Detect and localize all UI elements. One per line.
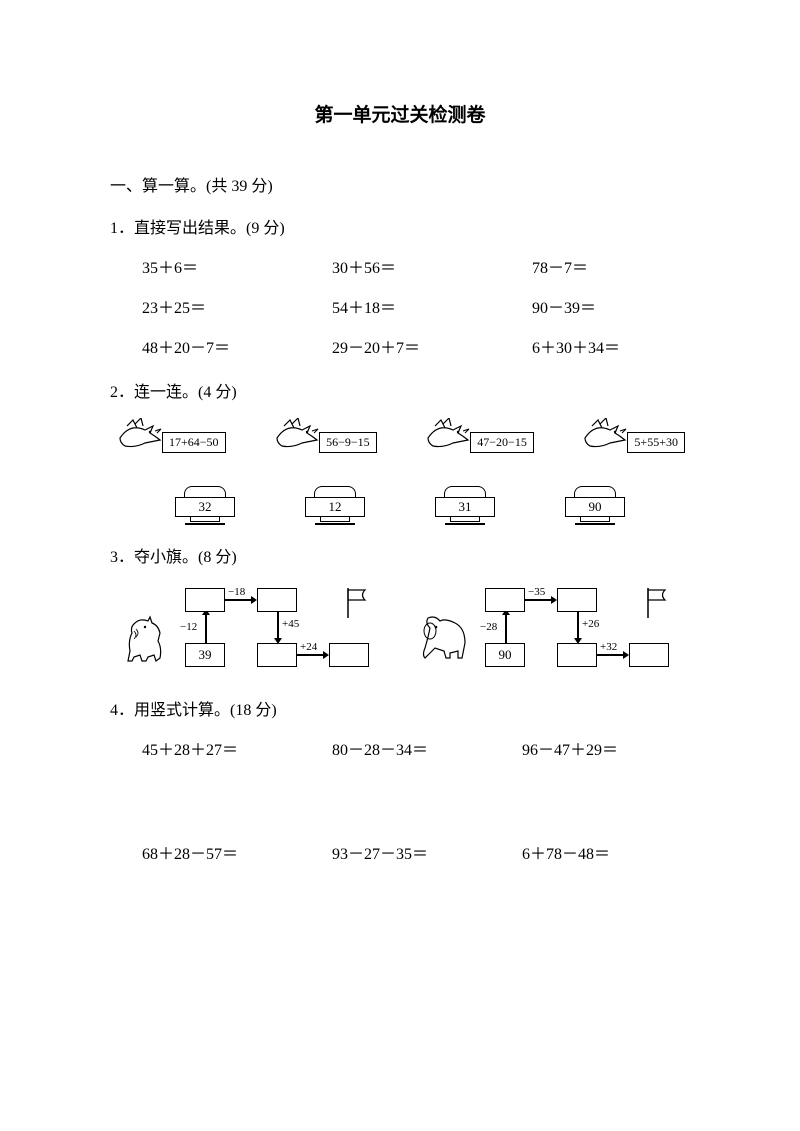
flag-puzzle-left: 39 −12 −18 +45 +24 [120, 583, 380, 678]
birds-row: 17+64−50 56−9−15 47−20−15 5+55+30 [115, 418, 685, 456]
bird-icon [115, 418, 165, 456]
equation: 78－7＝ [532, 254, 690, 278]
target-item: 90 [565, 486, 625, 525]
start-box: 90 [485, 643, 525, 667]
equation: 45＋28＋27＝ [142, 736, 332, 760]
flag-puzzle-right: 90 −28 −35 +26 +32 [420, 583, 680, 678]
flag-puzzles-row: 39 −12 −18 +45 +24 [120, 583, 680, 678]
target-value: 31 [435, 497, 495, 517]
q1-row: 23＋25＝ 54＋18＝ 90－39＝ [142, 294, 690, 318]
answer-box [557, 588, 597, 612]
answer-box [257, 588, 297, 612]
equation: 30＋56＝ [332, 254, 532, 278]
elephant-icon [420, 613, 475, 668]
q1-header: 1．直接写出结果。(9 分) [110, 214, 690, 238]
equation: 48＋20－7＝ [142, 334, 332, 358]
equation: 68＋28－57＝ [142, 840, 332, 864]
target-value: 12 [305, 497, 365, 517]
bird-item: 47−20−15 [423, 418, 534, 456]
exam-title: 第一单元过关检测卷 [110, 100, 690, 127]
bird-expression: 17+64−50 [162, 432, 226, 453]
section-1-header: 一、算一算。(共 39 分) [110, 172, 690, 196]
bird-item: 56−9−15 [272, 418, 377, 456]
equation: 54＋18＝ [332, 294, 532, 318]
bird-expression: 56−9−15 [319, 432, 377, 453]
equation: 23＋25＝ [142, 294, 332, 318]
target-item: 31 [435, 486, 495, 525]
equation: 35＋6＝ [142, 254, 332, 278]
target-value: 32 [175, 497, 235, 517]
answer-box [329, 643, 369, 667]
bird-icon [272, 418, 322, 456]
answer-box [629, 643, 669, 667]
flag-icon [645, 588, 670, 618]
bird-item: 17+64−50 [115, 418, 226, 456]
answer-box [485, 588, 525, 612]
bird-expression: 47−20−15 [470, 432, 534, 453]
equation: 80－28－34＝ [332, 736, 522, 760]
answer-box [557, 643, 597, 667]
flag-icon [345, 588, 370, 618]
bird-icon [580, 418, 630, 456]
target-value: 90 [565, 497, 625, 517]
bird-icon [423, 418, 473, 456]
q1-row: 48＋20－7＝ 29－20＋7＝ 6＋30＋34＝ [142, 334, 690, 358]
op-label: +24 [300, 641, 317, 653]
op-label: −35 [528, 586, 545, 598]
targets-row: 32 12 31 90 [140, 486, 660, 525]
equation: 6＋30＋34＝ [532, 334, 690, 358]
bird-expression: 5+55+30 [627, 432, 685, 453]
op-label: −12 [180, 621, 197, 633]
target-item: 32 [175, 486, 235, 525]
q3-header: 3．夺小旗。(8 分) [110, 543, 690, 567]
equation: 6＋78－48＝ [522, 840, 690, 864]
bird-item: 5+55+30 [580, 418, 685, 456]
q1-row: 35＋6＝ 30＋56＝ 78－7＝ [142, 254, 690, 278]
equation: 93－27－35＝ [332, 840, 522, 864]
q2-header: 2．连一连。(4 分) [110, 378, 690, 402]
op-label: +45 [282, 618, 299, 630]
answer-box [257, 643, 297, 667]
horse-icon [120, 613, 175, 668]
answer-box [185, 588, 225, 612]
op-label: +26 [582, 618, 599, 630]
op-label: −18 [228, 586, 245, 598]
op-label: −28 [480, 621, 497, 633]
equation: 29－20＋7＝ [332, 334, 532, 358]
op-label: +32 [600, 641, 617, 653]
q4-row: 68＋28－57＝ 93－27－35＝ 6＋78－48＝ [142, 840, 690, 864]
target-item: 12 [305, 486, 365, 525]
equation: 96－47＋29＝ [522, 736, 690, 760]
q4-header: 4．用竖式计算。(18 分) [110, 696, 690, 720]
q4-row: 45＋28＋27＝ 80－28－34＝ 96－47＋29＝ [142, 736, 690, 760]
equation: 90－39＝ [532, 294, 690, 318]
start-box: 39 [185, 643, 225, 667]
